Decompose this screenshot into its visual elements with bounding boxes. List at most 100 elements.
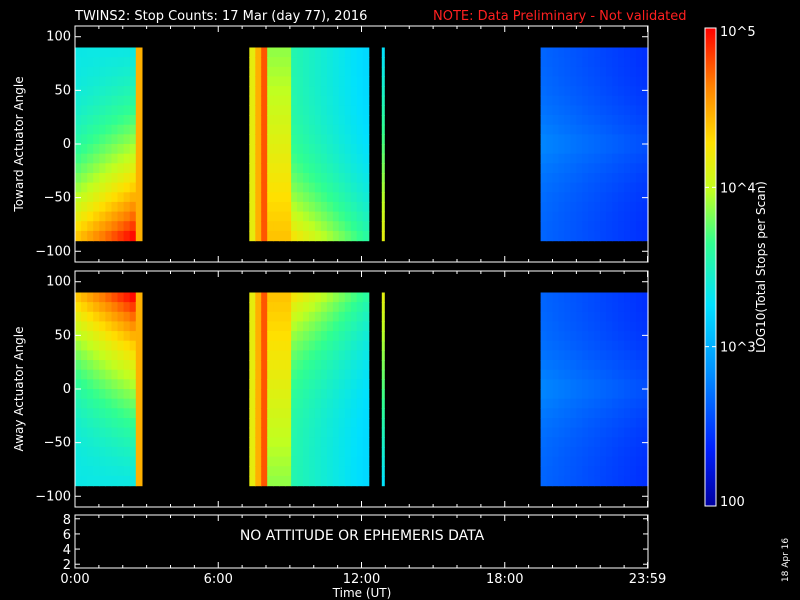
heatmap-cell: [279, 331, 286, 342]
heatmap-cell: [636, 115, 643, 126]
heatmap-cell: [291, 408, 298, 419]
heatmap-cell: [630, 144, 637, 155]
heatmap-cell: [332, 466, 340, 477]
heatmap-cell: [285, 437, 292, 448]
heatmap-cell: [93, 331, 100, 342]
heatmap-cell: [606, 389, 613, 400]
heatmap-cell: [606, 201, 613, 213]
heatmap-cell: [320, 418, 328, 429]
heatmap-cell: [99, 144, 106, 155]
heatmap-cell: [135, 163, 143, 174]
heatmap-cell: [117, 86, 125, 97]
heatmap-cell: [642, 321, 649, 332]
heatmap-cell: [612, 398, 619, 409]
heatmap-cell: [135, 311, 143, 323]
heatmap-cell: [297, 134, 304, 145]
heatmap-cell: [105, 350, 113, 361]
heatmap-cell: [618, 144, 625, 155]
heatmap-cell: [303, 360, 310, 371]
heatmap-cell: [81, 86, 88, 97]
heatmap-cell: [546, 86, 554, 97]
heatmap-cell: [93, 95, 100, 106]
heatmap-cell: [267, 379, 274, 390]
heatmap-cell: [338, 95, 346, 106]
heatmap-cell: [117, 302, 125, 313]
heatmap-cell: [618, 86, 625, 97]
heatmap-cell: [630, 105, 637, 116]
heatmap-cell: [105, 134, 113, 145]
heatmap-cell: [117, 57, 125, 68]
heatmap-cell: [303, 134, 310, 145]
heatmap-cell: [111, 475, 119, 487]
heatmap-cell: [99, 466, 106, 477]
heatmap-cell: [618, 302, 625, 313]
heatmap-cell: [273, 379, 280, 390]
heatmap-cell: [576, 105, 583, 116]
heatmap-cell: [314, 360, 322, 371]
heatmap-cell: [117, 389, 125, 400]
heatmap-cell: [81, 153, 88, 164]
heatmap-cell: [552, 124, 560, 135]
heatmap-cell: [87, 389, 94, 400]
heatmap-cell: [111, 446, 119, 458]
heatmap-cell: [255, 153, 262, 164]
heatmap-cell: [564, 427, 571, 438]
heatmap-cell: [129, 408, 137, 419]
heatmap-cell: [540, 153, 548, 164]
heatmap-cell: [309, 182, 316, 193]
heatmap-cell: [338, 144, 346, 155]
heatmap-cell: [600, 398, 607, 409]
heatmap-cell: [285, 456, 292, 467]
heatmap-cell: [111, 163, 119, 174]
time-axis: 0:00 6:00 12:00 18:00 23:59: [60, 26, 666, 587]
heatmap-cell: [75, 124, 82, 135]
heatmap-cell: [105, 292, 113, 303]
heatmap-cell: [279, 76, 286, 87]
heatmap-cell: [297, 302, 304, 313]
heatmap-cell: [356, 331, 364, 342]
heatmap-cell: [87, 418, 94, 429]
heatmap-cell: [249, 360, 256, 371]
heatmap-cell: [636, 173, 643, 184]
heatmap-cell: [291, 379, 298, 390]
heatmap-cell: [314, 211, 322, 222]
heatmap-cell: [75, 302, 82, 313]
heatmap-cell: [630, 115, 637, 126]
heatmap-cell: [612, 408, 619, 419]
heatmap-cell: [594, 389, 601, 400]
heatmap-cell: [99, 321, 106, 332]
toward-y-axis-label: Toward Actuator Angle: [12, 76, 26, 212]
heatmap-cell: [279, 153, 286, 164]
heatmap-cell: [314, 437, 322, 448]
heatmap-cell: [303, 389, 310, 400]
heatmap-cell: [624, 418, 631, 429]
heatmap-cell: [93, 446, 100, 458]
heatmap-cell: [582, 230, 589, 242]
heatmap-cell: [338, 66, 346, 78]
heatmap-cell: [362, 456, 370, 467]
heatmap-cell: [320, 95, 328, 106]
heatmap-cell: [93, 201, 100, 213]
heatmap-cell: [552, 331, 560, 342]
heatmap-cell: [123, 379, 131, 390]
heatmap-cell: [356, 192, 364, 203]
heatmap-cell: [588, 437, 595, 448]
heatmap-cell: [111, 115, 119, 126]
heatmap-cell: [350, 163, 358, 174]
heatmap-cell: [588, 47, 595, 58]
heatmap-cell: [362, 47, 370, 58]
heatmap-cell: [332, 173, 340, 184]
away-y-axis-label: Away Actuator Angle: [12, 326, 26, 451]
heatmap-cell: [356, 47, 364, 58]
heatmap-cell: [630, 340, 637, 351]
heatmap-cell: [261, 466, 268, 477]
heatmap-cell: [558, 173, 566, 184]
heatmap-cell: [309, 192, 316, 203]
heatmap-cell: [642, 144, 649, 155]
heatmap-cell: [111, 57, 119, 68]
heatmap-cell: [612, 456, 619, 467]
heatmap-cell: [267, 475, 274, 487]
heatmap-cell: [618, 211, 625, 222]
heatmap-cell: [350, 47, 358, 58]
heatmap-cell: [582, 446, 589, 458]
